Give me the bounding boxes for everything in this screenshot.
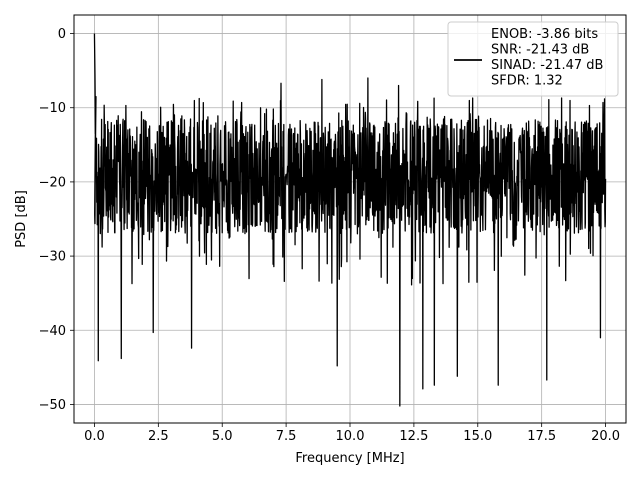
y-tick-label: −30 xyxy=(39,250,66,265)
y-axis-label: PSD [dB] xyxy=(14,190,29,248)
x-tick-label: 7.5 xyxy=(276,429,297,444)
x-tick-label: 20.0 xyxy=(591,429,620,444)
y-tick-label: 0 xyxy=(58,27,66,42)
legend-label: ENOB: -3.86 bits SNR: -21.43 dB SINAD: -21… xyxy=(491,27,603,89)
legend: ENOB: -3.86 bits SNR: -21.43 dB SINAD: -21… xyxy=(447,21,619,97)
y-tick-label: −50 xyxy=(39,398,66,413)
x-tick-label: 0.0 xyxy=(84,429,105,444)
x-tick-label: 15.0 xyxy=(463,429,492,444)
x-axis-label: Frequency [MHz] xyxy=(295,451,404,466)
psd-series-line xyxy=(93,33,607,407)
x-tick-label: 2.5 xyxy=(148,429,169,444)
legend-box xyxy=(447,21,619,97)
x-tick-label: 5.0 xyxy=(212,429,233,444)
plot-area xyxy=(93,33,607,407)
x-tick-label: 17.5 xyxy=(527,429,556,444)
y-tick-label: −10 xyxy=(39,101,66,116)
y-tick-label: −20 xyxy=(39,175,66,190)
axis-ticks: 0.0 2.5 5.0 7.5 10.0 12.5 15.0 17.5 20.0 0 −10 −20 −… xyxy=(39,27,620,444)
x-tick-label: 12.5 xyxy=(399,429,428,444)
y-tick-label: −40 xyxy=(39,324,66,339)
x-tick-label: 10.0 xyxy=(336,429,365,444)
